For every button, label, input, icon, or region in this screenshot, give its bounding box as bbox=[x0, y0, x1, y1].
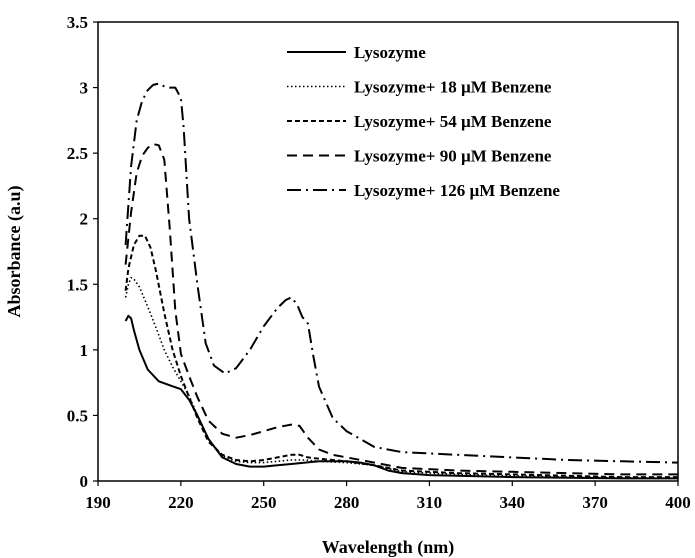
legend-label-1: Lysozyme bbox=[354, 43, 426, 62]
x-tick-label: 280 bbox=[334, 493, 360, 512]
y-tick-label: 1.5 bbox=[67, 275, 88, 294]
x-axis-title: Wavelength (nm) bbox=[322, 537, 455, 558]
series-line-1 bbox=[124, 314, 678, 480]
y-axis-ticks: 0 0.5 1 1.5 2 2.5 3 3.5 bbox=[67, 13, 98, 491]
y-axis-title: Absorbance (a.u) bbox=[4, 185, 25, 317]
x-tick-label: 250 bbox=[251, 493, 277, 512]
series-layer bbox=[124, 82, 679, 480]
legend-label-3: Lysozyme+ 54 µM Benzene bbox=[354, 112, 552, 131]
y-tick-label: 0 bbox=[80, 472, 89, 491]
x-tick-label: 400 bbox=[665, 493, 691, 512]
legend-label-4: Lysozyme+ 90 µM Benzene bbox=[354, 147, 552, 166]
legend-label-2: Lysozyme+ 18 µM Benzene bbox=[354, 78, 552, 97]
series-line-2 bbox=[124, 276, 679, 480]
y-tick-label: 1 bbox=[80, 341, 89, 360]
legend-label-5: Lysozyme+ 126 µM Benzene bbox=[354, 181, 560, 200]
x-tick-label: 220 bbox=[168, 493, 194, 512]
series-line-3 bbox=[124, 234, 678, 479]
x-tick-label: 190 bbox=[85, 493, 111, 512]
y-tick-label: 2.5 bbox=[67, 144, 88, 163]
y-tick-label: 0.5 bbox=[67, 406, 88, 425]
x-tick-label: 370 bbox=[582, 493, 608, 512]
y-tick-label: 2 bbox=[80, 210, 89, 229]
legend: Lysozyme Lysozyme+ 18 µM Benzene Lysozyme+… bbox=[287, 43, 560, 200]
x-tick-label: 340 bbox=[500, 493, 526, 512]
x-tick-label: 310 bbox=[417, 493, 443, 512]
series-line-5 bbox=[124, 82, 679, 464]
y-tick-label: 3 bbox=[80, 79, 89, 98]
y-tick-label: 3.5 bbox=[67, 13, 88, 32]
series-line-4 bbox=[124, 143, 678, 476]
plot-area-frame bbox=[97, 21, 679, 482]
x-axis-ticks: 190 220 250 280 310 340 370 400 bbox=[85, 481, 691, 512]
